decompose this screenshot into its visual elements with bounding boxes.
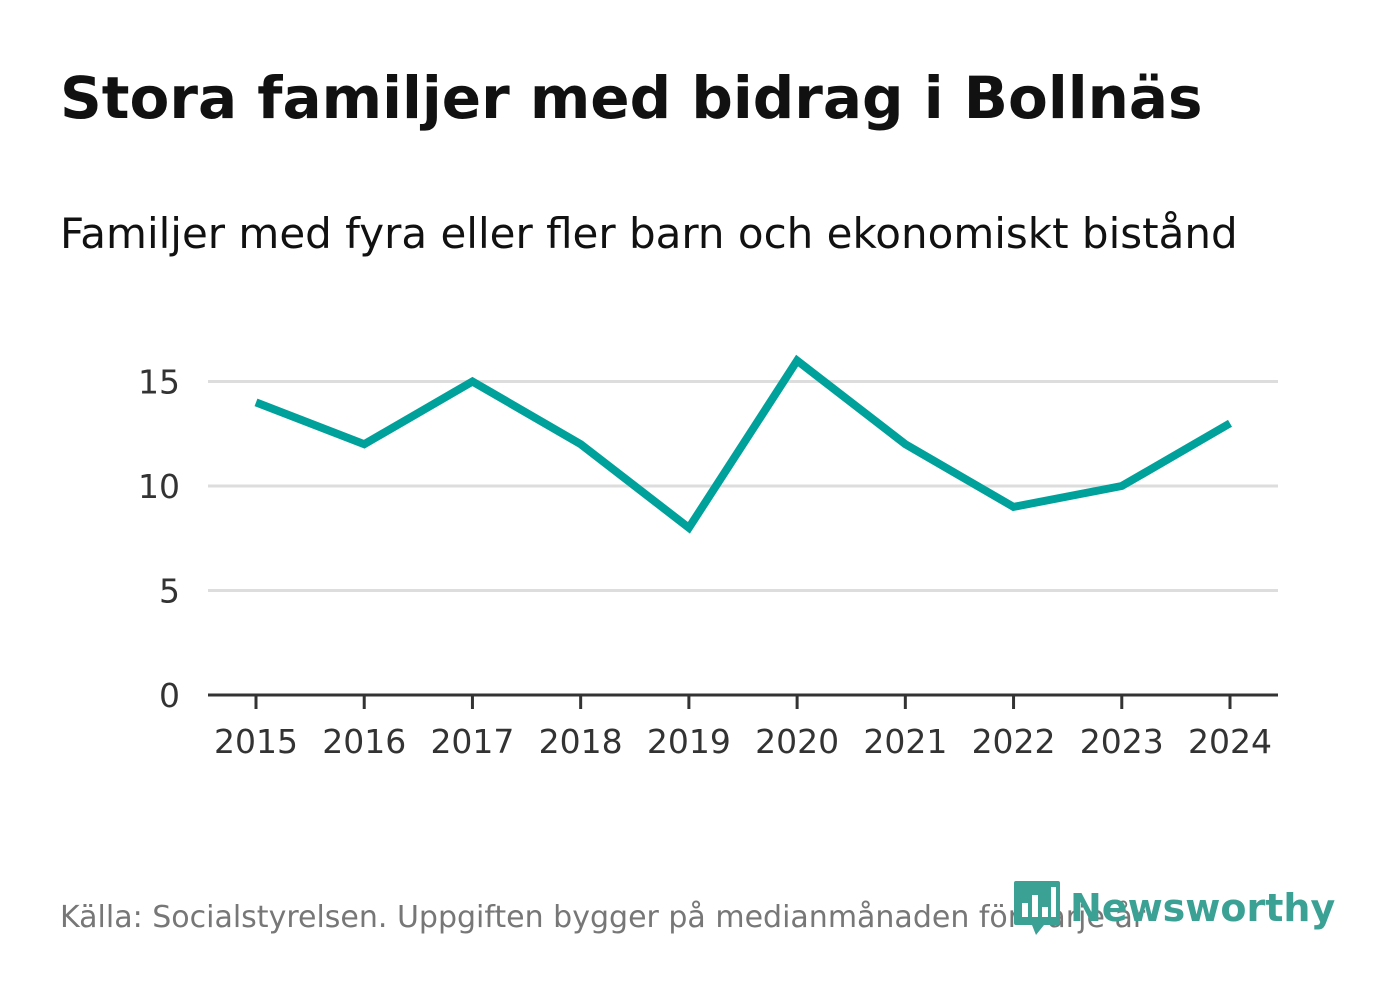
x-tick-label-2021: 2021 [863,722,947,761]
grid-lines [208,380,1278,592]
series-line-0 [254,354,1233,534]
x-tick-label-2023: 2023 [1080,722,1164,761]
brand-logo: Newsworthy [1012,878,1335,938]
x-tick-label-2017: 2017 [430,722,514,761]
x-tick-label-2024: 2024 [1188,722,1272,761]
y-tick-labels: 0 5 10 15 [138,363,180,716]
brand-name: Newsworthy [1070,886,1336,930]
chart-title: Stora familjer med bidrag i Bollnäs [60,64,1203,132]
y-tick-label-15: 15 [138,363,180,402]
series [254,354,1233,534]
x-tick-label-2020: 2020 [755,722,839,761]
x-tick-label-2016: 2016 [322,722,406,761]
newsworthy-logo-icon [1014,881,1060,935]
x-tick-label-2015: 2015 [214,722,298,761]
y-tick-label-5: 5 [159,572,180,611]
x-tick-label-2019: 2019 [647,722,731,761]
chart-subtitle: Familjer med fyra eller fler barn och ek… [60,209,1238,258]
y-tick-label-10: 10 [138,467,180,506]
x-tick-labels: 2015 2016 2017 2018 2019 2020 2021 2022 2023 2024 [214,722,1272,761]
source-note: Källa: Socialstyrelsen. Uppgiften bygger… [60,900,1146,935]
y-tick-label-0: 0 [159,676,180,715]
x-axis [208,693,1278,709]
x-tick-label-2018: 2018 [539,722,623,761]
x-tick-label-2022: 2022 [972,722,1056,761]
